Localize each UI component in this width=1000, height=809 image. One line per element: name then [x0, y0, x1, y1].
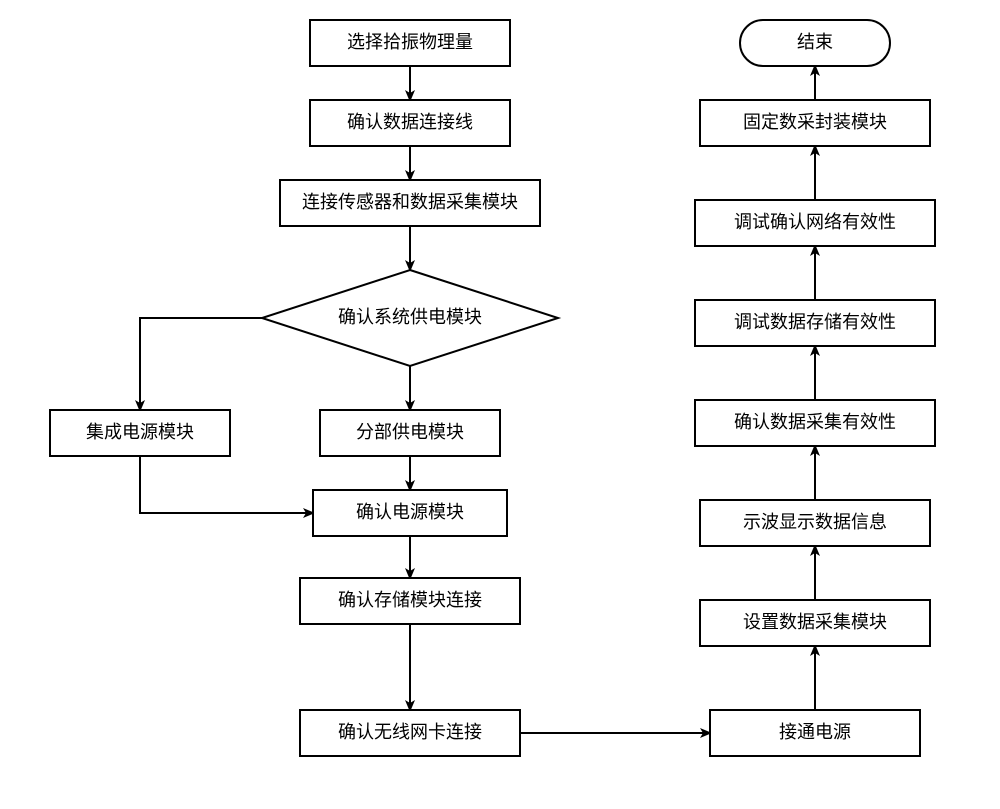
svg-text:分部供电模块: 分部供电模块 [356, 422, 464, 442]
node-n4: 确认系统供电模块 [262, 270, 558, 366]
node-n13: 确认数据采集有效性 [695, 400, 935, 446]
node-n9: 确认无线网卡连接 [300, 710, 520, 756]
svg-text:连接传感器和数据采集模块: 连接传感器和数据采集模块 [302, 192, 518, 212]
svg-text:选择拾振物理量: 选择拾振物理量 [347, 32, 473, 52]
nodes-layer: 选择拾振物理量确认数据连接线连接传感器和数据采集模块确认系统供电模块集成电源模块… [50, 20, 935, 756]
node-n14: 调试数据存储有效性 [695, 300, 935, 346]
svg-text:设置数据采集模块: 设置数据采集模块 [743, 612, 887, 632]
svg-text:集成电源模块: 集成电源模块 [86, 422, 194, 442]
svg-text:调试数据存储有效性: 调试数据存储有效性 [734, 312, 896, 332]
svg-text:确认无线网卡连接: 确认无线网卡连接 [338, 722, 482, 742]
svg-text:接通电源: 接通电源 [779, 722, 851, 742]
edge-n5-n7 [140, 456, 313, 513]
node-n6: 分部供电模块 [320, 410, 500, 456]
svg-text:确认系统供电模块: 确认系统供电模块 [338, 307, 482, 327]
node-n17: 结束 [740, 20, 890, 66]
node-n2: 确认数据连接线 [310, 100, 510, 146]
flowchart-svg: 选择拾振物理量确认数据连接线连接传感器和数据采集模块确认系统供电模块集成电源模块… [0, 0, 1000, 809]
node-n5: 集成电源模块 [50, 410, 230, 456]
node-n16: 固定数采封装模块 [700, 100, 930, 146]
svg-text:确认电源模块: 确认电源模块 [356, 502, 464, 522]
svg-text:确认数据连接线: 确认数据连接线 [347, 112, 473, 132]
node-n10: 接通电源 [710, 710, 920, 756]
node-n7: 确认电源模块 [313, 490, 507, 536]
node-n12: 示波显示数据信息 [700, 500, 930, 546]
svg-text:固定数采封装模块: 固定数采封装模块 [743, 112, 887, 132]
node-n8: 确认存储模块连接 [300, 578, 520, 624]
svg-text:调试确认网络有效性: 调试确认网络有效性 [734, 212, 896, 232]
svg-text:确认存储模块连接: 确认存储模块连接 [338, 590, 482, 610]
svg-text:结束: 结束 [797, 32, 833, 52]
node-n1: 选择拾振物理量 [310, 20, 510, 66]
node-n3: 连接传感器和数据采集模块 [280, 180, 540, 226]
svg-text:示波显示数据信息: 示波显示数据信息 [743, 512, 887, 532]
edge-n4-n5 [140, 318, 262, 410]
node-n15: 调试确认网络有效性 [695, 200, 935, 246]
node-n11: 设置数据采集模块 [700, 600, 930, 646]
svg-text:确认数据采集有效性: 确认数据采集有效性 [734, 412, 896, 432]
